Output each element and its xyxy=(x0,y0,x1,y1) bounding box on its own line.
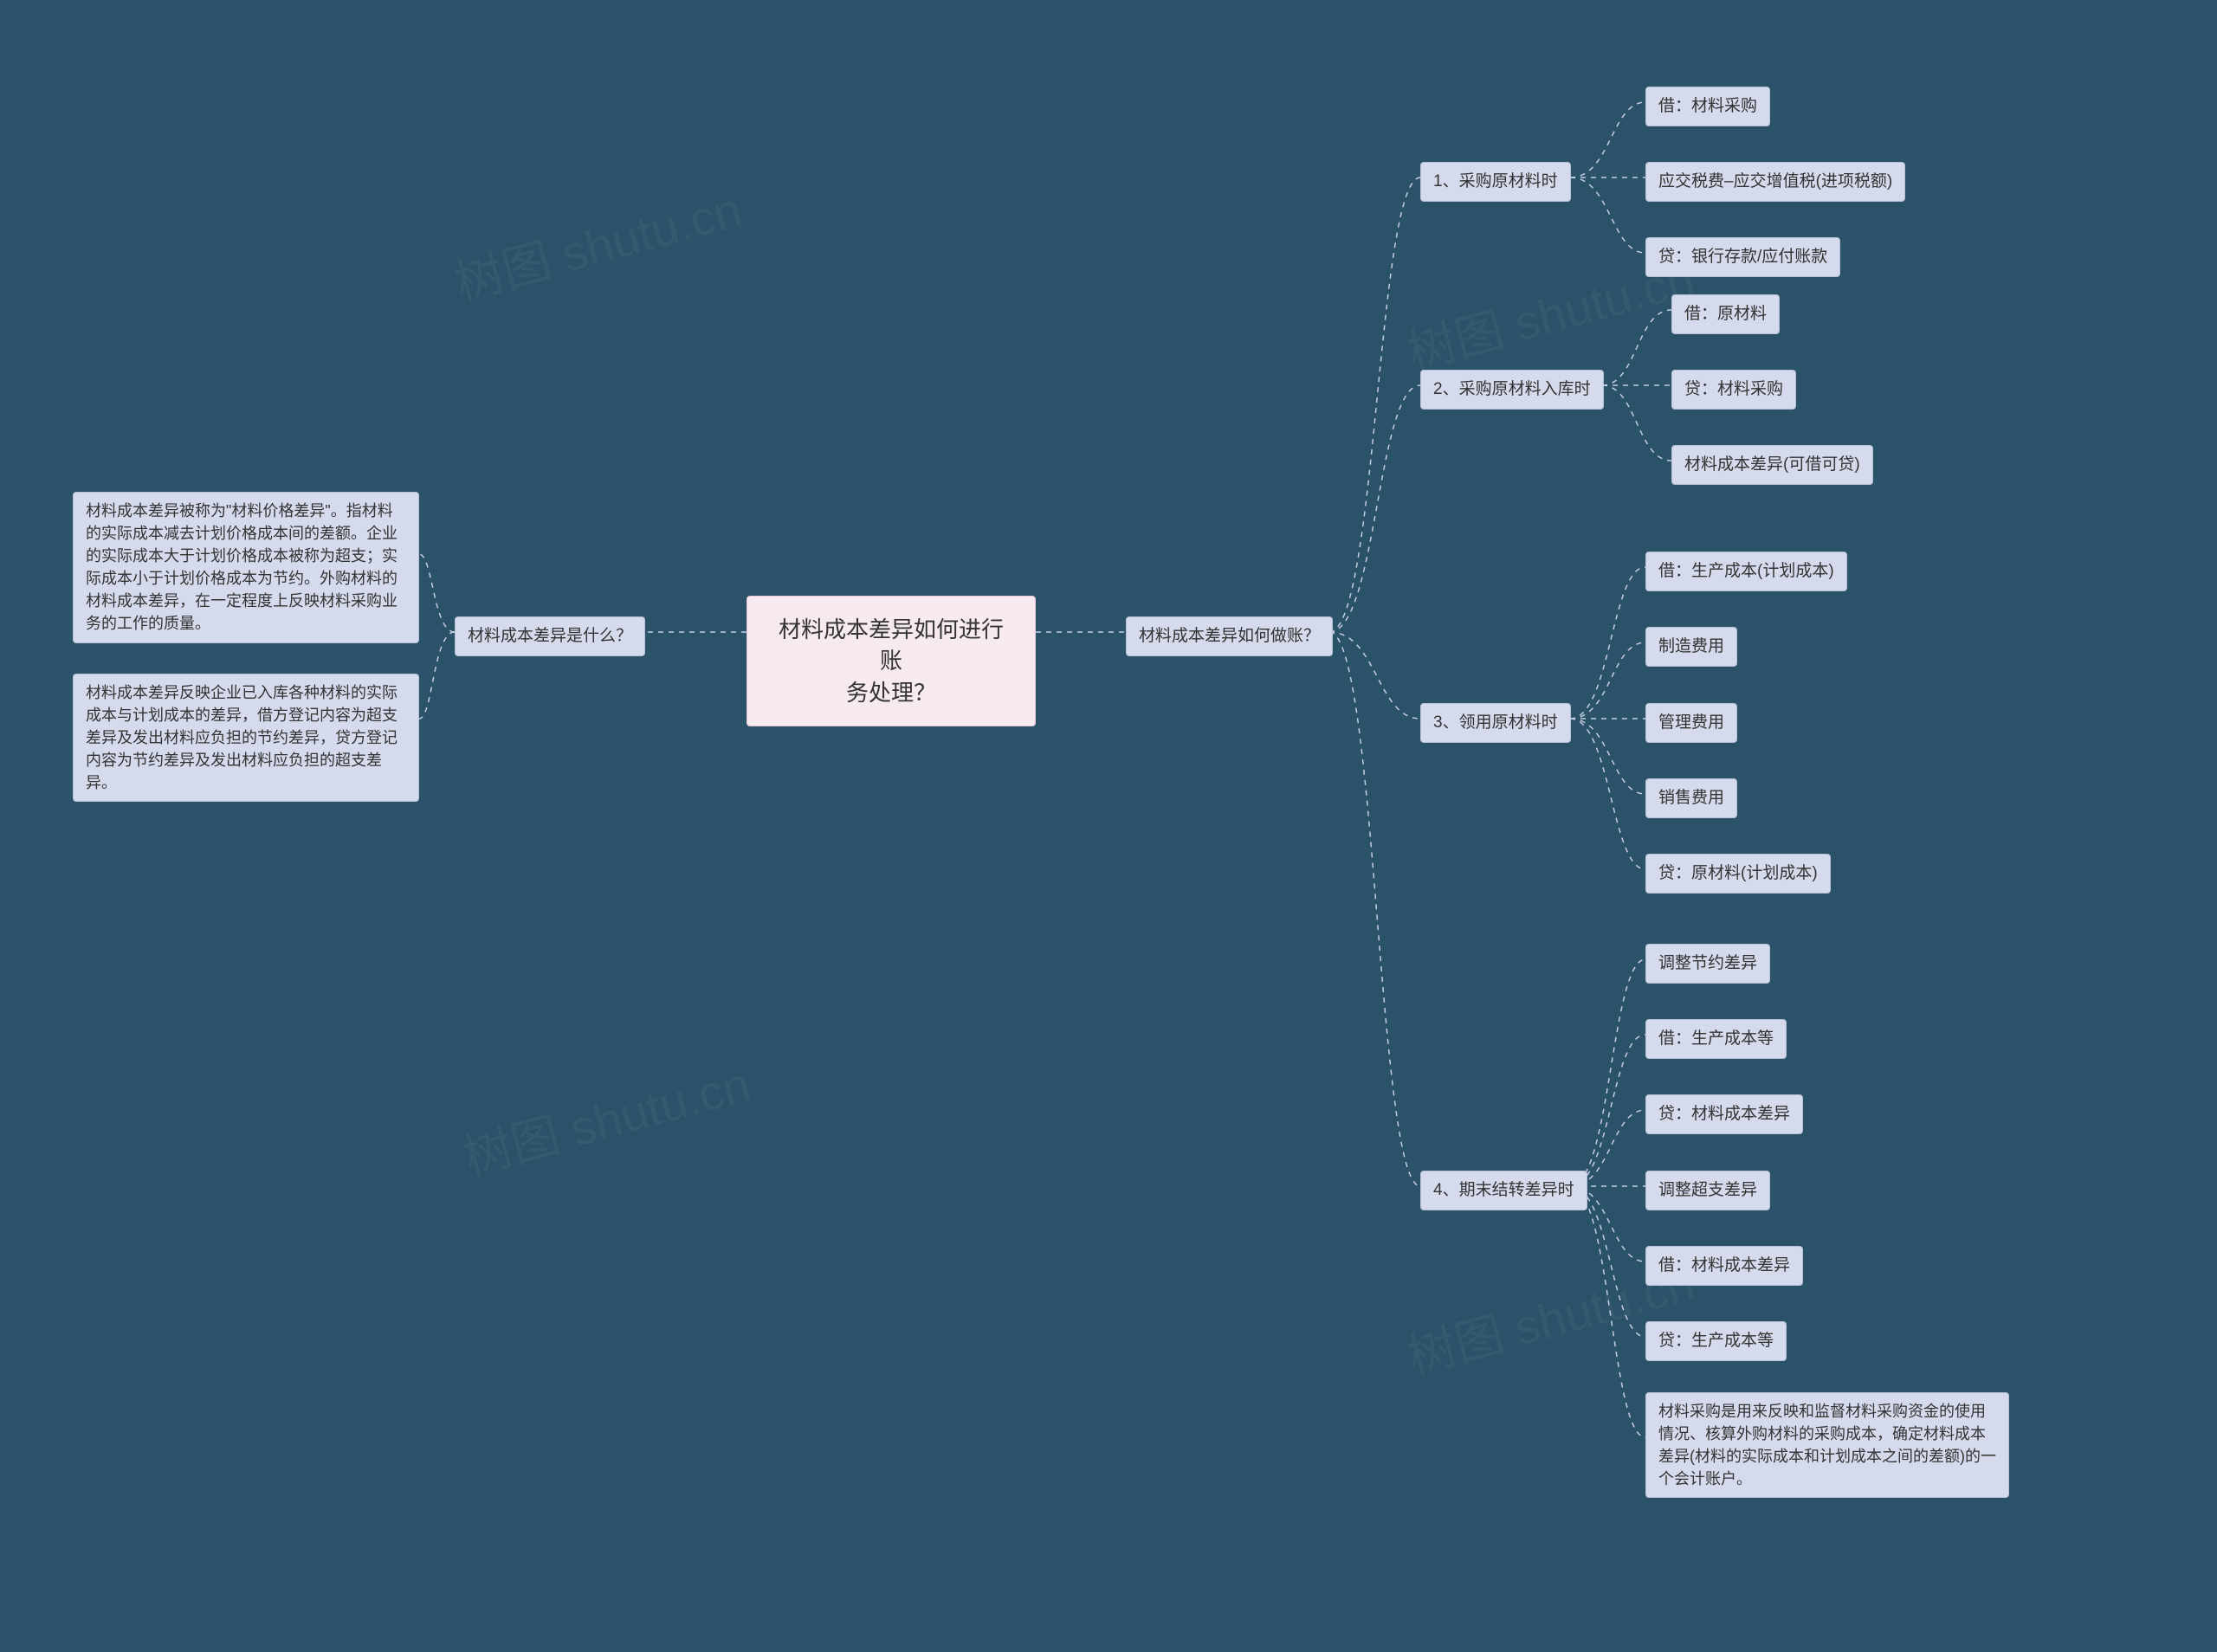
s1-item-1: 借：材料采购 xyxy=(1645,87,1770,126)
root-node: 材料成本差异如何进行账务处理？ xyxy=(747,596,1036,726)
s4-item-6: 贷：生产成本等 xyxy=(1645,1321,1787,1361)
s2-item-3: 材料成本差异(可借可贷) xyxy=(1671,445,1873,485)
section-3: 3、领用原材料时 xyxy=(1420,703,1571,743)
section-4: 4、期末结转差异时 xyxy=(1420,1171,1587,1210)
s2-item-1: 借：原材料 xyxy=(1671,294,1780,334)
s1-item-2: 应交税费–应交增值税(进项税额) xyxy=(1645,162,1905,202)
s4-item-2: 借：生产成本等 xyxy=(1645,1019,1787,1059)
s3-item-1: 借：生产成本(计划成本) xyxy=(1645,552,1847,591)
watermark: 树图 shutu.cn xyxy=(455,1045,757,1189)
s2-item-2: 贷：材料采购 xyxy=(1671,370,1796,410)
s4-item-5: 借：材料成本差异 xyxy=(1645,1246,1803,1286)
s4-item-7: 材料采购是用来反映和监督材料采购资金的使用情况、核算外购材料的采购成本，确定材料… xyxy=(1645,1392,2009,1498)
s3-item-2: 制造费用 xyxy=(1645,627,1737,667)
s1-item-3: 贷：银行存款/应付账款 xyxy=(1645,237,1840,277)
s3-item-3: 管理费用 xyxy=(1645,703,1737,743)
s3-item-5: 贷：原材料(计划成本) xyxy=(1645,854,1831,894)
section-2: 2、采购原材料入库时 xyxy=(1420,370,1604,410)
left-para-2: 材料成本差异反映企业已入库各种材料的实际成本与计划成本的差异，借方登记内容为超支… xyxy=(73,674,419,802)
s4-item-1: 调整节约差异 xyxy=(1645,944,1770,984)
watermark: 树图 shutu.cn xyxy=(446,171,748,314)
s4-item-4: 调整超支差异 xyxy=(1645,1171,1770,1210)
left-question: 材料成本差异是什么？ xyxy=(455,616,645,656)
s4-item-3: 贷：材料成本差异 xyxy=(1645,1094,1803,1134)
s3-item-4: 销售费用 xyxy=(1645,778,1737,818)
left-para-1: 材料成本差异被称为"材料价格差异"。指材料的实际成本减去计划价格成本间的差额。企… xyxy=(73,492,419,643)
right-question: 材料成本差异如何做账？ xyxy=(1126,616,1333,656)
section-1: 1、采购原材料时 xyxy=(1420,162,1571,202)
